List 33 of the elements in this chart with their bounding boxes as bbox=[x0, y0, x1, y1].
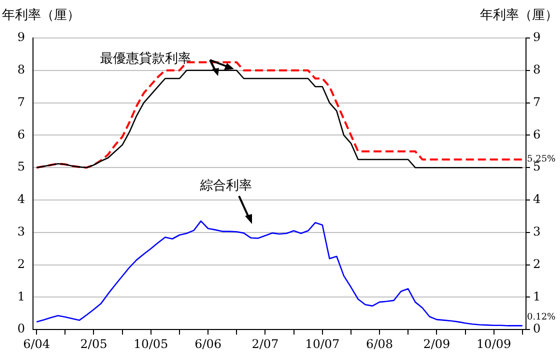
x-tick-label: 6/06 bbox=[194, 336, 222, 351]
text: 0.12% bbox=[527, 312, 556, 322]
y-tick-label: 0 bbox=[17, 322, 25, 336]
x-tick-label: 10/07 bbox=[305, 336, 340, 351]
y2-tick-label: 6 bbox=[533, 127, 541, 142]
y2-tick-label: 1 bbox=[533, 289, 541, 304]
x-tick-label: 10/05 bbox=[134, 336, 168, 351]
x-tick-label: 2/07 bbox=[252, 336, 279, 351]
y-axis-title: 年利率（厘） bbox=[2, 7, 80, 24]
y2-tick-label: 8 bbox=[533, 62, 541, 77]
x-tick-label: 6/08 bbox=[366, 336, 394, 351]
y2-axis-title: 年利率（厘） bbox=[480, 7, 558, 24]
x-tick-label: 10/09 bbox=[476, 336, 512, 351]
y-tick-label: 8 bbox=[17, 62, 25, 77]
y2-tick-label: 3 bbox=[533, 224, 541, 239]
y2-tick-label: 2 bbox=[533, 256, 541, 271]
y-tick-label: 1 bbox=[17, 289, 25, 304]
y-tick-label: 5 bbox=[17, 160, 25, 174]
x-tick-label: 2/05 bbox=[80, 336, 108, 351]
x-tick-label: 2/09 bbox=[423, 336, 450, 351]
y-tick-label: 4 bbox=[17, 192, 26, 206]
y-tick-label: 3 bbox=[17, 224, 25, 239]
y-tick-label: 6 bbox=[17, 127, 25, 142]
y2-tick-label: 7 bbox=[533, 94, 541, 109]
y-tick-label: 7 bbox=[17, 94, 25, 109]
y-tick-label: 2 bbox=[17, 256, 25, 271]
y2-tick-label: 0 bbox=[533, 322, 541, 336]
x-tick-label: 6/04 bbox=[23, 336, 50, 351]
y2-tick-label: 4 bbox=[533, 192, 541, 206]
annotation: 最優惠貸款利率 bbox=[100, 50, 191, 66]
y2-tick-label: 9 bbox=[533, 30, 541, 44]
y-tick-label: 9 bbox=[17, 30, 25, 44]
annotation: 綜合利率 bbox=[199, 177, 252, 194]
